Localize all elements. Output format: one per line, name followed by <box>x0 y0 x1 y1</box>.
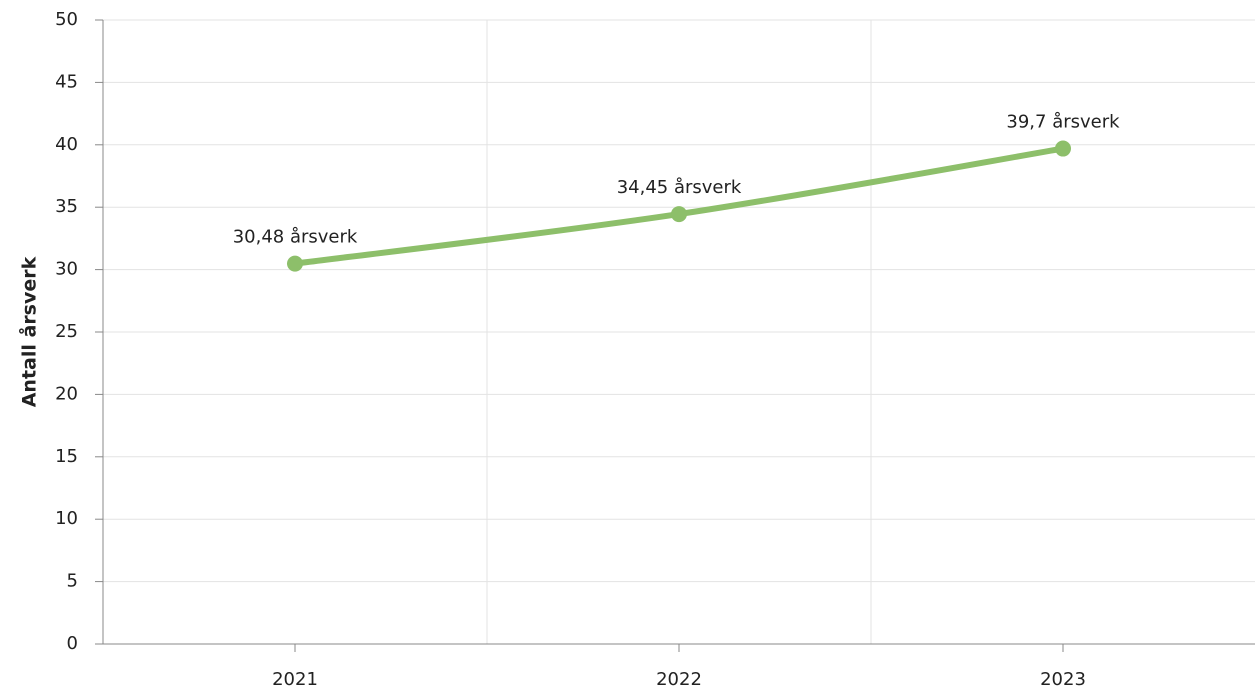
x-tick-label: 2023 <box>1040 669 1086 690</box>
y-axis-label: Antall årsverk <box>17 256 41 407</box>
y-tick-label: 45 <box>55 71 78 92</box>
y-tick-label: 20 <box>55 383 78 404</box>
y-tick-label: 50 <box>55 9 78 30</box>
point <box>1055 140 1071 157</box>
y-tick-label: 40 <box>55 134 78 155</box>
y-tick-label: 15 <box>55 446 78 467</box>
y-tick-label: 25 <box>55 321 78 342</box>
x-tick-label: 2021 <box>272 669 318 690</box>
data-label: 30,48 årsverk <box>233 227 358 248</box>
x-tick-label: 2022 <box>656 669 702 690</box>
data-label: 34,45 årsverk <box>617 177 742 198</box>
y-tick-label: 5 <box>67 571 78 592</box>
y-tick-label: 30 <box>55 259 78 280</box>
y-tick-label: 35 <box>55 196 78 217</box>
y-tick-label: 10 <box>55 508 78 529</box>
data-label: 39,7 årsverk <box>1006 112 1120 133</box>
point <box>287 255 303 272</box>
point <box>671 206 687 223</box>
y-tick-label: 0 <box>67 633 78 654</box>
